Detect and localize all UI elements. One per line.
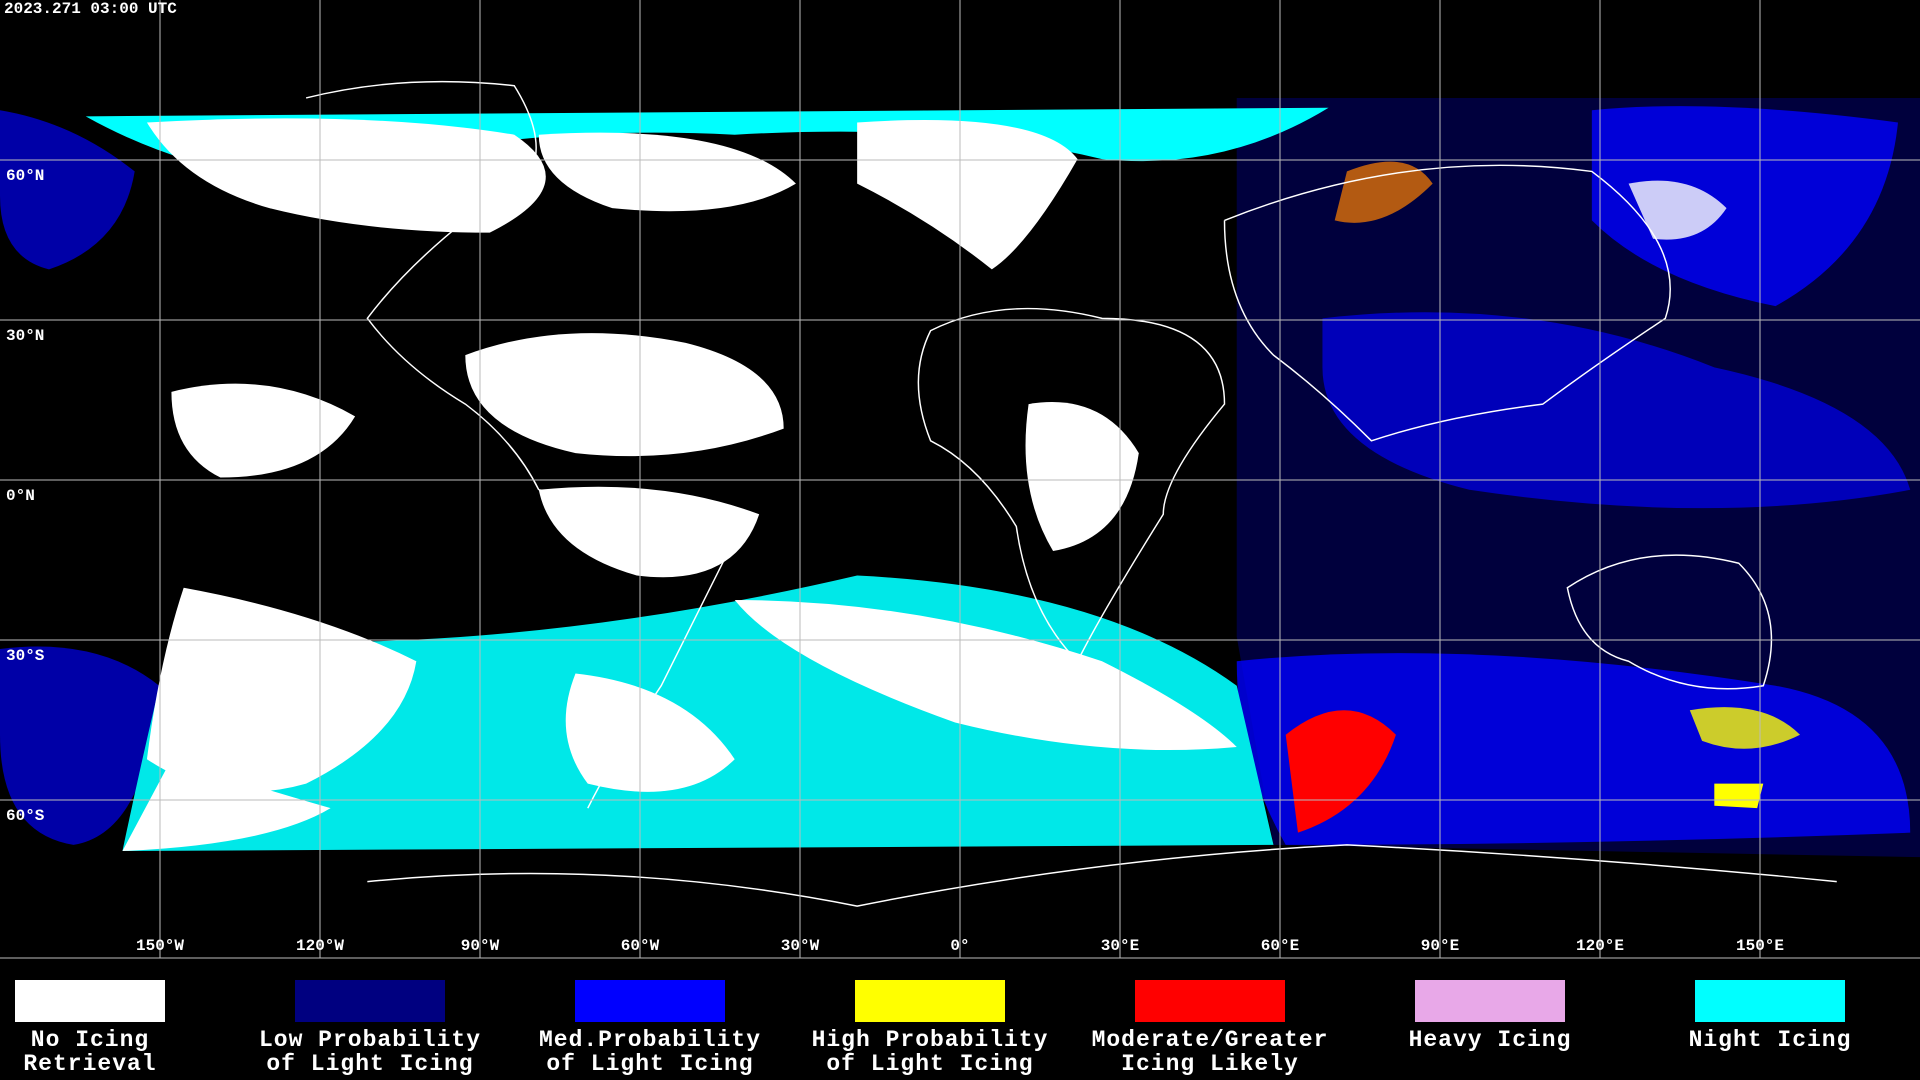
map-labels: 2023.271 03:00 UTC 60°N 30°N 0°N 30°S 60°S 15…	[4, 0, 1784, 955]
latitude-label: 30°S	[6, 647, 45, 665]
legend-label: Night Icing	[1689, 1027, 1852, 1053]
moderate-icing-area	[1285, 710, 1396, 833]
coastlines	[305, 80, 1837, 907]
legend-label: Icing Likely	[1121, 1051, 1299, 1077]
legend-label: Moderate/Greater	[1092, 1027, 1329, 1053]
legend-label: Med.Probability	[539, 1027, 761, 1053]
graticule	[0, 0, 1920, 959]
no-icing-area	[122, 759, 331, 852]
longitude-label: 0°	[950, 937, 969, 955]
coastline	[917, 307, 1226, 663]
timestamp: 2023.271 03:00 UTC	[4, 0, 177, 18]
latitude-label: 30°N	[6, 327, 44, 345]
legend-swatch	[855, 980, 1005, 1022]
legend-swatch	[1695, 980, 1845, 1022]
latitude-label: 0°N	[6, 487, 35, 505]
longitude-label: 30°W	[781, 937, 820, 955]
legend-swatch	[295, 980, 445, 1022]
legend-label: Heavy Icing	[1409, 1027, 1572, 1053]
high-prob-area	[1714, 783, 1764, 809]
no-icing-area	[1025, 402, 1139, 552]
med-prob-area	[0, 646, 160, 845]
longitude-label: 60°E	[1261, 937, 1299, 955]
longitude-label: 150°E	[1736, 937, 1784, 955]
legend-swatch	[1135, 980, 1285, 1022]
med-prob-area	[0, 110, 135, 270]
legend-label: Retrieval	[23, 1051, 156, 1077]
legend-swatch	[15, 980, 165, 1022]
no-icing-area	[146, 587, 417, 792]
longitude-label: 60°W	[621, 937, 660, 955]
longitude-label: 30°E	[1101, 937, 1139, 955]
coastline	[1566, 554, 1773, 690]
legend-label: Low Probability	[259, 1027, 481, 1053]
longitude-label: 120°E	[1576, 937, 1624, 955]
longitude-label: 90°E	[1421, 937, 1459, 955]
no-icing-area	[171, 383, 356, 478]
cloud-field	[0, 80, 1920, 907]
high-prob-area	[1689, 707, 1801, 749]
coastline	[1223, 164, 1671, 442]
no-icing-area	[1628, 180, 1727, 240]
no-icing-area	[465, 333, 784, 457]
no-icing-area	[734, 600, 1237, 751]
legend-label: of Light Icing	[266, 1051, 473, 1077]
latitude-label: 60°S	[6, 807, 45, 825]
legend-swatch	[1415, 980, 1565, 1022]
coastline	[538, 489, 736, 809]
coastline	[305, 80, 540, 491]
no-icing-area	[565, 673, 735, 792]
longitude-label: 90°W	[461, 937, 500, 955]
legend-label: of Light Icing	[546, 1051, 753, 1077]
legend-label: No Icing	[31, 1027, 149, 1053]
legend-label: High Probability	[812, 1027, 1049, 1053]
coastline	[367, 844, 1837, 907]
latitude-label: 60°N	[6, 167, 44, 185]
no-icing-area	[538, 132, 796, 212]
legend-swatch	[575, 980, 725, 1022]
longitude-label: 150°W	[136, 937, 184, 955]
no-icing-area	[146, 118, 546, 233]
med-prob-area	[1591, 106, 1898, 307]
no-icing-area	[857, 120, 1078, 270]
longitude-label: 120°W	[296, 937, 344, 955]
no-icing-area	[538, 486, 760, 578]
high-prob-area	[1334, 161, 1433, 223]
legend-label: of Light Icing	[826, 1051, 1033, 1077]
med-prob-area	[1322, 312, 1911, 509]
